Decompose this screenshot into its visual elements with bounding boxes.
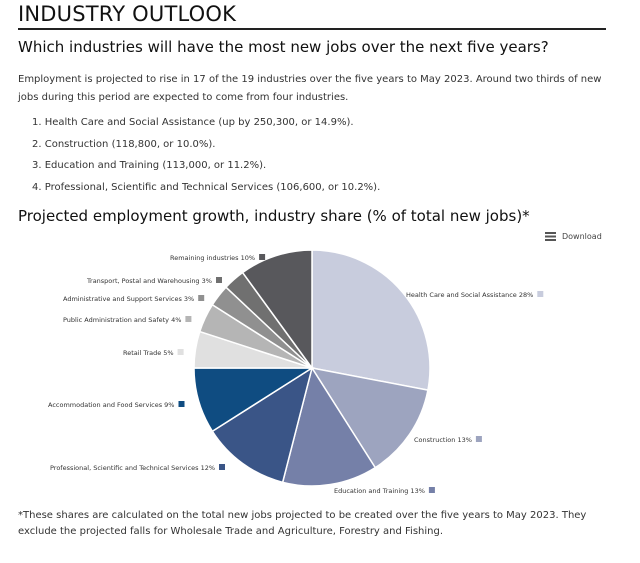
pie-label-text: Construction 13% bbox=[414, 436, 472, 444]
page-title: INDUSTRY OUTLOOK bbox=[18, 2, 237, 26]
pie-label-text: Health Care and Social Assistance 28% bbox=[406, 291, 533, 299]
intro-paragraph: Employment is projected to rise in 17 of… bbox=[18, 74, 602, 103]
pie-slice[interactable] bbox=[311, 249, 431, 391]
pie-slice[interactable] bbox=[281, 366, 377, 487]
legend-swatch bbox=[178, 401, 185, 407]
menu-icon bbox=[545, 232, 556, 241]
pie-label: Construction 13% bbox=[414, 436, 482, 444]
pie-label: Administrative and Support Services 3% bbox=[63, 295, 205, 303]
legend-swatch bbox=[537, 291, 544, 297]
list-item: 2. Construction (118,800, or 10.0%). bbox=[32, 138, 216, 150]
legend-swatch bbox=[219, 464, 225, 470]
pie-label-text: Public Administration and Safety 4% bbox=[63, 316, 181, 324]
legend-swatch bbox=[259, 254, 266, 260]
list-item: 1. Health Care and Social Assistance (up… bbox=[32, 117, 354, 128]
chart-title: Projected employment growth, industry sh… bbox=[18, 207, 530, 225]
pie-slice[interactable] bbox=[241, 249, 313, 371]
pie-label-text: Remaining industries 10% bbox=[170, 254, 255, 262]
pie-label-text: Accommodation and Food Services 9% bbox=[48, 401, 174, 409]
legend-swatch bbox=[177, 349, 184, 355]
industry-share-pie-chart: Health Care and Social Assistance 28% Con… bbox=[48, 249, 544, 495]
legend-swatch bbox=[198, 295, 205, 301]
pie-label: Health Care and Social Assistance 28% bbox=[406, 291, 544, 299]
top-industries-list: 1. Health Care and Social Assistance (up… bbox=[32, 114, 380, 200]
pie-label: Professional, Scientific and Technical S… bbox=[50, 464, 225, 472]
pie-label: Transport, Postal and Warehousing 3% bbox=[86, 277, 222, 285]
pie-slice[interactable] bbox=[310, 366, 429, 469]
legend-swatch bbox=[216, 277, 222, 283]
pie-label-text: Administrative and Support Services 3% bbox=[63, 295, 194, 303]
pie-label: Accommodation and Food Services 9% bbox=[48, 401, 185, 409]
pie-label-text: Professional, Scientific and Technical S… bbox=[50, 464, 215, 472]
pie-slice[interactable] bbox=[211, 366, 314, 484]
list-item: 4. Professional, Scientific and Technica… bbox=[32, 181, 381, 193]
pie-label-text: Retail Trade 5% bbox=[123, 349, 174, 357]
pie-label: Public Administration and Safety 4% bbox=[63, 316, 192, 324]
section-question: Which industries will have the most new … bbox=[18, 38, 549, 56]
legend-swatch bbox=[475, 436, 482, 442]
pie-label-text: Transport, Postal and Warehousing 3% bbox=[86, 277, 212, 285]
pie-label: Education and Training 13% bbox=[334, 487, 435, 495]
pie-label: Remaining industries 10% bbox=[170, 254, 266, 262]
download-button[interactable]: Download bbox=[545, 232, 602, 241]
pie-label: Retail Trade 5% bbox=[123, 349, 184, 357]
legend-swatch bbox=[428, 487, 435, 493]
legend-swatch bbox=[185, 316, 192, 322]
list-item: 3. Education and Training (113,000, or 1… bbox=[32, 160, 267, 171]
title-divider bbox=[18, 28, 606, 30]
download-label: Download bbox=[562, 232, 602, 241]
chart-footnote: *These shares are calculated on the tota… bbox=[18, 510, 587, 537]
pie-label-text: Education and Training 13% bbox=[334, 487, 425, 495]
